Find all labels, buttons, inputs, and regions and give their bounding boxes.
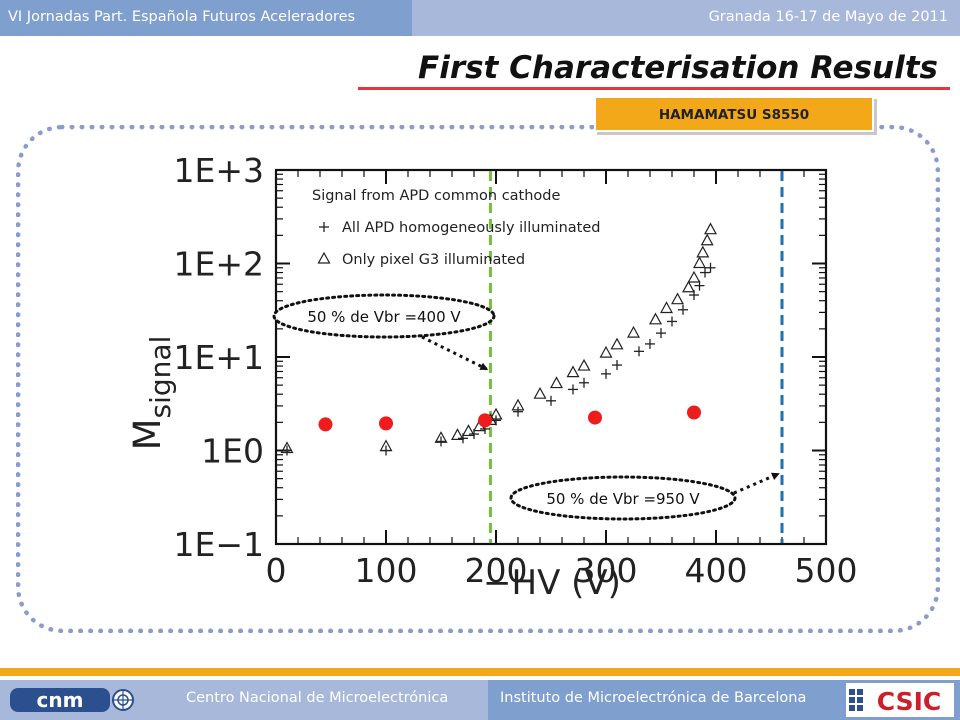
plus-point [601,368,611,379]
plus-point [656,328,666,339]
x-tick-label: 400 [685,551,748,590]
y-tick-label: 1E+1 [174,338,265,377]
y-tick-label: 1E0 [201,432,264,471]
triangle-point [700,233,714,246]
triangle-point [317,251,331,264]
red-point [687,405,701,420]
triangle-point [626,325,641,338]
plus-point [612,360,622,371]
content-frame [16,125,940,633]
triangle-point [533,386,547,399]
annotation-ellipse-400v [272,293,496,339]
triangle-point [379,439,393,452]
annotation-ellipse-950v [509,475,737,521]
x-axis: 0 100 200 300 400 500 [266,170,858,590]
legend-title: Signal from APD common cathode [312,188,561,204]
plus-point [667,316,677,327]
legend-entry: Only pixel G3 illuminated [342,252,525,268]
footer-bar: cnm Centro Nacional de Microelectrónica … [0,680,960,720]
plus-point [282,445,292,456]
plus-point [319,222,329,232]
red-point [379,416,393,431]
triangle-point [549,376,564,389]
annotation-arrow-950v [733,472,780,495]
header-left-panel: VI Jornadas Part. Española Futuros Acele… [0,0,412,36]
y-tick-label: 1E−1 [174,525,265,564]
triangle-point [696,245,710,258]
annotation-400v: 50 % de Vbr =400 V [307,308,461,326]
device-badge-label: HAMAMATSU S8550 [658,107,810,123]
y-tick-label: 1E+2 [174,245,265,284]
triangle-point [461,424,476,437]
series-red-dot [318,405,701,432]
triangle-point [450,428,465,441]
triangle-point [692,256,707,269]
data-series [280,222,718,456]
svg-text:CSIC: CSIC [877,687,941,716]
legend-entry: All APD homogeneously illuminated [342,220,600,236]
y-axis: 1E−1 1E0 1E+1 1E+2 1E+3 [174,151,826,564]
csic-logo: CSIC [846,683,954,717]
triangle-point [659,301,674,314]
event-name: VI Jornadas Part. Española Futuros Acele… [8,9,356,25]
annotation-arrow-400v [421,335,489,371]
svg-text:cnm: cnm [37,688,84,712]
x-tick-label: 500 [795,551,858,590]
header-right-panel: Granada 16-17 de Mayo de 2011 [412,0,960,36]
y-tick-label: 1E+3 [174,151,265,190]
plus-point [579,377,589,388]
plus-point [634,346,644,357]
triangle-point [489,407,503,420]
triangle-point [577,358,591,371]
triangle-point [511,398,525,411]
multiplication-vs-hv-chart: 1E−1 1E0 1E+1 1E+2 1E+3 0 100 200 300 400 500 Sig… [112,148,868,600]
imb-name: Instituto de Microelectrónica de Barcelo… [500,690,807,706]
cnm-logo: cnm [10,688,134,712]
annotations: 50 % de Vbr =400 V 50 % de Vbr =950 V [272,293,780,521]
title-underline [358,87,950,90]
plus-point [645,338,655,349]
event-date-location: Granada 16-17 de Mayo de 2011 [708,9,948,25]
plus-point [700,267,710,278]
plus-point [705,262,716,273]
plus-point [678,304,688,315]
x-tick-label: 300 [575,551,638,590]
triangle-point [566,365,580,378]
triangle-point [599,345,613,358]
legend: Signal from APD common cathode All APD ho… [312,188,600,268]
triangle-point [434,431,448,443]
x-tick-label: 200 [465,551,528,590]
plus-point [513,406,523,417]
triangle-point [681,280,696,293]
plus-point [436,436,446,447]
footer-accent-band [0,668,960,676]
red-point [588,410,602,425]
triangle-point [280,441,294,454]
triangle-point [670,292,685,305]
device-badge: HAMAMATSU S8550 [594,96,874,132]
red-point [478,413,492,428]
reference-lines [489,171,784,543]
triangle-point [648,312,663,325]
triangle-point [610,337,624,350]
triangle-point [703,222,718,235]
plus-point [568,384,578,395]
x-tick-label: 100 [355,551,418,590]
y-axis-label: Msignal [126,336,177,451]
header-bar: VI Jornadas Part. Española Futuros Acele… [0,0,960,36]
slide-title: First Characterisation Results [418,50,938,86]
plus-point [546,395,556,406]
x-axis-label: −HV (V) [483,563,621,600]
cnm-name: Centro Nacional de Microelectrónica [186,690,449,706]
triangle-point [687,270,701,283]
red-point [318,417,333,432]
x-tick-label: 0 [266,551,287,590]
annotation-950v: 50 % de Vbr =950 V [546,490,700,508]
